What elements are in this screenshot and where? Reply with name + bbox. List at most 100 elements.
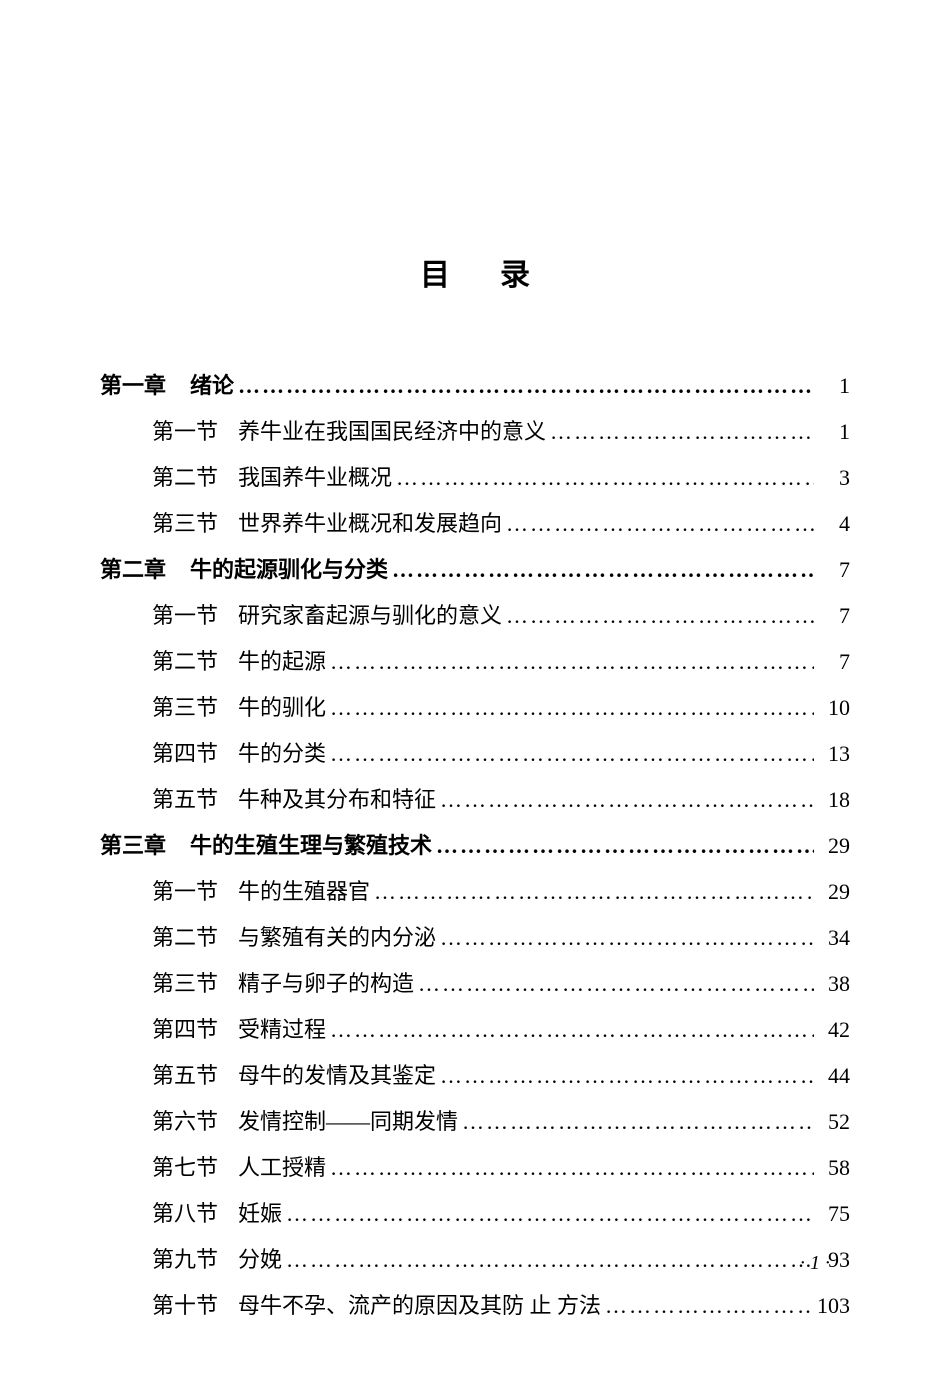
- section-label: 第五节: [152, 778, 218, 822]
- chapter-page-number: 29: [814, 824, 850, 868]
- section-title: 我国养牛业概况: [238, 456, 392, 500]
- section-title: 分娩: [238, 1238, 282, 1282]
- section-row: 第七节人工授精…………………………………………………………………………………………: [100, 1146, 850, 1190]
- section-title: 牛的起源: [238, 640, 326, 684]
- section-row: 第二节与繁殖有关的内分泌……………………………………………………………………………: [100, 916, 850, 960]
- leader-dots: ……………………………………………………………………………………………………………: [234, 364, 814, 408]
- chapter-label: 第二章: [100, 548, 166, 592]
- section-title: 精子与卵子的构造: [238, 962, 414, 1006]
- section-page-number: 34: [814, 916, 850, 960]
- section-title: 世界养牛业概况和发展趋向: [238, 502, 502, 546]
- section-label: 第八节: [152, 1192, 218, 1236]
- section-row: 第八节妊娠………………………………………………………………………………………………: [100, 1192, 850, 1236]
- section-row: 第二节牛的起源…………………………………………………………………………………………: [100, 640, 850, 684]
- leader-dots: ……………………………………………………………………………………………………………: [282, 1192, 814, 1236]
- section-page-number: 42: [814, 1008, 850, 1052]
- section-row: 第一节牛的生殖器官……………………………………………………………………………………: [100, 870, 850, 914]
- section-title: 牛的生殖器官: [238, 870, 370, 914]
- section-row: 第五节牛种及其分布和特征……………………………………………………………………………: [100, 778, 850, 822]
- section-page-number: 58: [814, 1146, 850, 1190]
- leader-dots: ……………………………………………………………………………………………………………: [370, 870, 814, 914]
- section-label: 第二节: [152, 456, 218, 500]
- section-page-number: 4: [814, 502, 850, 546]
- section-title: 研究家畜起源与驯化的意义: [238, 594, 502, 638]
- leader-dots: ……………………………………………………………………………………………………………: [432, 824, 814, 868]
- section-label: 第三节: [152, 502, 218, 546]
- chapter-title: 绪论: [190, 364, 234, 408]
- section-page-number: 13: [814, 732, 850, 776]
- section-row: 第五节母牛的发情及其鉴定……………………………………………………………………………: [100, 1054, 850, 1098]
- chapter-title: 牛的起源驯化与分类: [190, 548, 388, 592]
- section-page-number: 29: [814, 870, 850, 914]
- section-label: 第九节: [152, 1238, 218, 1282]
- section-title: 发情控制——同期发情: [238, 1100, 458, 1144]
- section-page-number: 10: [814, 686, 850, 730]
- section-title: 母牛的发情及其鉴定: [238, 1054, 436, 1098]
- section-label: 第二节: [152, 640, 218, 684]
- section-page-number: 18: [814, 778, 850, 822]
- leader-dots: ……………………………………………………………………………………………………………: [388, 548, 814, 592]
- section-title: 牛的分类: [238, 732, 326, 776]
- toc-title: 目录: [100, 250, 850, 294]
- section-title: 牛的驯化: [238, 686, 326, 730]
- leader-dots: ……………………………………………………………………………………………………………: [326, 686, 814, 730]
- leader-dots: ……………………………………………………………………………………………………………: [458, 1100, 814, 1144]
- chapter-label: 第一章: [100, 364, 166, 408]
- section-title: 妊娠: [238, 1192, 282, 1236]
- section-label: 第十节: [152, 1284, 218, 1328]
- section-page-number: 75: [814, 1192, 850, 1236]
- leader-dots: ……………………………………………………………………………………………………………: [436, 916, 814, 960]
- leader-dots: ……………………………………………………………………………………………………………: [502, 594, 814, 638]
- section-label: 第六节: [152, 1100, 218, 1144]
- section-page-number: 7: [814, 594, 850, 638]
- chapter-page-number: 1: [814, 364, 850, 408]
- section-title: 养牛业在我国国民经济中的意义: [238, 410, 546, 454]
- leader-dots: ……………………………………………………………………………………………………………: [282, 1238, 814, 1282]
- section-label: 第七节: [152, 1146, 218, 1190]
- leader-dots: ……………………………………………………………………………………………………………: [326, 1008, 814, 1052]
- section-label: 第一节: [152, 870, 218, 914]
- section-label: 第四节: [152, 1008, 218, 1052]
- section-title: 人工授精: [238, 1146, 326, 1190]
- chapter-row: 第二章牛的起源驯化与分类……………………………………………………………………………: [100, 548, 850, 592]
- chapter-row: 第一章绪论………………………………………………………………………………………………: [100, 364, 850, 408]
- section-page-number: 103: [814, 1284, 850, 1328]
- leader-dots: ……………………………………………………………………………………………………………: [436, 778, 814, 822]
- section-title: 牛种及其分布和特征: [238, 778, 436, 822]
- chapter-title: 牛的生殖生理与繁殖技术: [190, 824, 432, 868]
- leader-dots: ……………………………………………………………………………………………………………: [414, 962, 814, 1006]
- section-page-number: 3: [814, 456, 850, 500]
- section-row: 第二节我国养牛业概况…………………………………………………………………………………: [100, 456, 850, 500]
- section-label: 第一节: [152, 594, 218, 638]
- section-label: 第四节: [152, 732, 218, 776]
- section-title: 母牛不孕、流产的原因及其防 止 方法: [238, 1284, 601, 1328]
- section-page-number: 7: [814, 640, 850, 684]
- leader-dots: ……………………………………………………………………………………………………………: [392, 456, 814, 500]
- section-row: 第三节牛的驯化…………………………………………………………………………………………: [100, 686, 850, 730]
- section-row: 第四节受精过程…………………………………………………………………………………………: [100, 1008, 850, 1052]
- leader-dots: ……………………………………………………………………………………………………………: [502, 502, 814, 546]
- leader-dots: ……………………………………………………………………………………………………………: [326, 732, 814, 776]
- leader-dots: ……………………………………………………………………………………………………………: [326, 640, 814, 684]
- page-container: 目录 第一章绪论………………………………………………………………………………………: [0, 0, 950, 1390]
- chapter-page-number: 7: [814, 548, 850, 592]
- section-label: 第三节: [152, 686, 218, 730]
- section-label: 第五节: [152, 1054, 218, 1098]
- section-row: 第一节研究家畜起源与驯化的意义……………………………………………………………………: [100, 594, 850, 638]
- section-row: 第三节世界养牛业概况和发展趋向……………………………………………………………………: [100, 502, 850, 546]
- leader-dots: ……………………………………………………………………………………………………………: [546, 410, 814, 454]
- section-row: 第九节分娩………………………………………………………………………………………………: [100, 1238, 850, 1282]
- page-number-footer: · 1 ·: [800, 1252, 830, 1275]
- section-row: 第四节牛的分类…………………………………………………………………………………………: [100, 732, 850, 776]
- section-label: 第二节: [152, 916, 218, 960]
- section-row: 第一节养牛业在我国国民经济中的意义………………………………………………………………: [100, 410, 850, 454]
- table-of-contents: 第一章绪论………………………………………………………………………………………………: [100, 364, 850, 1328]
- section-page-number: 52: [814, 1100, 850, 1144]
- section-row: 第三节精子与卵子的构造………………………………………………………………………………: [100, 962, 850, 1006]
- chapter-row: 第三章牛的生殖生理与繁殖技术………………………………………………………………………: [100, 824, 850, 868]
- section-title: 与繁殖有关的内分泌: [238, 916, 436, 960]
- section-title: 受精过程: [238, 1008, 326, 1052]
- section-row: 第六节发情控制——同期发情…………………………………………………………………………: [100, 1100, 850, 1144]
- section-label: 第三节: [152, 962, 218, 1006]
- section-page-number: 38: [814, 962, 850, 1006]
